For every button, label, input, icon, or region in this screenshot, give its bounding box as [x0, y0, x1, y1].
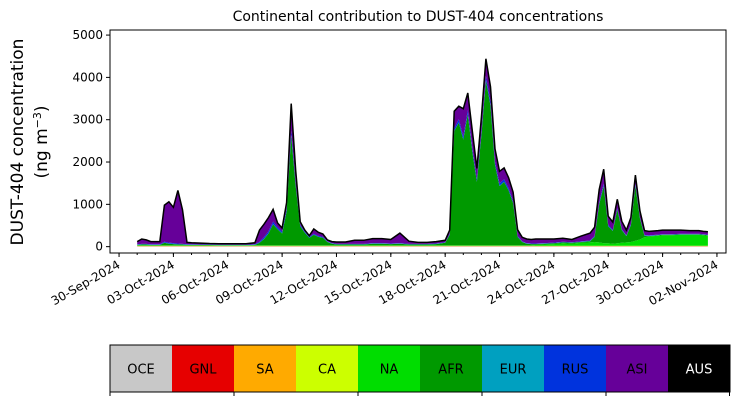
legend-label-afr: AFR [438, 363, 463, 378]
legend-swatch-afr [420, 345, 483, 392]
x-axis: 30-Sep-202403-Oct-202406-Oct-202409-Oct-… [49, 253, 720, 308]
legend-swatch-oce [110, 345, 173, 392]
y-axis-label: DUST-404 concentration [8, 39, 28, 246]
legend-swatch-rus [544, 345, 607, 392]
y-tick-label: 5000 [72, 28, 103, 42]
legend-swatch-asi [606, 345, 669, 392]
total-concentration-line [136, 58, 708, 245]
legend-swatch-na [358, 345, 421, 392]
chart-title: Continental contribution to DUST-404 con… [233, 9, 604, 25]
area-na [137, 234, 708, 246]
legend-frame [109, 344, 731, 393]
y-axis-unit-label: (ng m−3) [31, 105, 53, 178]
y-axis-unit-close: ) [32, 105, 52, 112]
y-axis: 0 1000 2000 3000 4000 5000 [72, 28, 110, 254]
y-axis-unit-exponent: −3 [31, 112, 44, 128]
stacked-areas [137, 58, 708, 247]
area-asi [137, 59, 708, 245]
legend-label-ca: CA [318, 363, 336, 378]
y-axis-unit-open: (ng m [32, 128, 52, 178]
legend-label-eur: EUR [500, 363, 527, 378]
legend-label-na: NA [380, 363, 399, 378]
legend-label-asi: ASI [627, 363, 648, 378]
legend-label-sa: SA [256, 363, 273, 378]
y-tick-label: 2000 [72, 155, 103, 169]
legend-label-oce: OCE [127, 363, 155, 378]
y-tick-label: 0 [95, 240, 103, 254]
legend-swatch-sa [234, 345, 297, 392]
legend-swatch-gnl [172, 345, 235, 392]
legend-label-gnl: GNL [189, 363, 217, 378]
legend-label-rus: RUS [562, 363, 589, 378]
y-tick-label: 4000 [72, 70, 103, 84]
legend-swatch-ca [296, 345, 359, 392]
area-rus [137, 75, 708, 246]
legend-swatch-aus [668, 345, 731, 392]
region-colorbar-legend: OCE GNL SA CA NA AFR EUR RUS ASI AUS [109, 344, 731, 396]
legend-swatch-eur [482, 345, 545, 392]
plot-area: 0 1000 2000 3000 4000 5000 30-Sep-202403-Oct-… [49, 28, 727, 308]
y-tick-label: 3000 [72, 113, 103, 127]
plot-frame [109, 29, 727, 254]
area-aus [137, 58, 708, 244]
y-tick-label: 1000 [72, 197, 103, 211]
legend-label-aus: AUS [686, 363, 713, 378]
